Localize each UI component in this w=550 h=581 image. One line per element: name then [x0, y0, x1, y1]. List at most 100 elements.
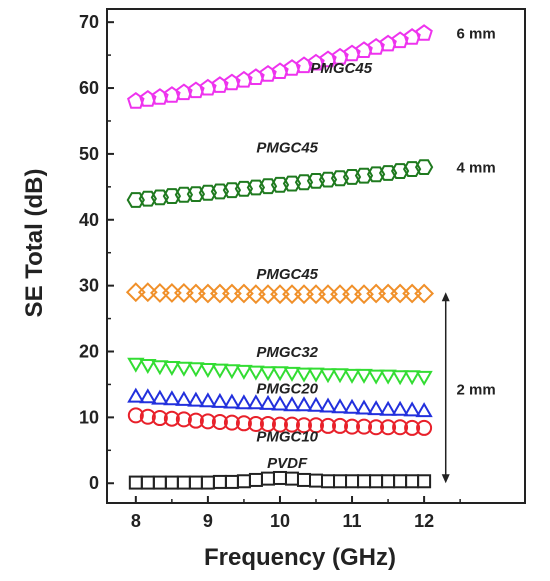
data-point [271, 395, 289, 411]
data-point [149, 282, 170, 303]
data-point [173, 282, 194, 303]
series-label: PMGC20 [256, 381, 318, 398]
data-point [199, 392, 217, 408]
y-tick-label: 30 [79, 276, 99, 296]
data-point [367, 369, 385, 385]
y-tick-label: 60 [79, 78, 99, 98]
data-point [342, 169, 362, 185]
data-point [319, 397, 337, 413]
data-point [140, 475, 155, 490]
data-point [223, 414, 240, 431]
data-point [415, 402, 433, 418]
data-point [137, 282, 158, 303]
data-point [381, 474, 396, 489]
data-point [416, 419, 433, 436]
data-point [247, 365, 265, 381]
data-point [139, 89, 157, 107]
data-point [403, 370, 421, 386]
data-point [187, 81, 205, 99]
data-point [175, 361, 193, 377]
data-point [247, 68, 265, 85]
data-point [391, 31, 409, 49]
data-point [247, 394, 265, 410]
data-point [367, 400, 385, 416]
plot-area: 8 9 10 11 12 0 10 20 30 40 50 60 70 [79, 8, 526, 531]
data-point [333, 474, 348, 489]
data-point [405, 474, 420, 489]
data-point [369, 474, 384, 489]
data-point [185, 283, 206, 304]
data-point [295, 367, 313, 383]
data-point [127, 387, 145, 403]
data-point [151, 88, 169, 105]
data-point [260, 471, 275, 486]
data-point [402, 283, 423, 304]
data-point [125, 282, 146, 303]
data-point [283, 396, 301, 412]
data-point [235, 364, 253, 380]
x-axis-title: Frequency (GHz) [204, 544, 396, 571]
data-point [296, 472, 311, 487]
data-point [404, 419, 421, 436]
data-point [271, 62, 289, 79]
annotations: PVDF PMGC10 PMGC20 PMGC32 PMGC45 PMGC45 PMGC45… [256, 26, 496, 484]
data-point [390, 283, 411, 304]
y-tick-label: 70 [79, 12, 99, 32]
data-point [332, 417, 349, 434]
data-point [224, 474, 239, 489]
data-point [161, 282, 182, 303]
data-point [163, 390, 181, 406]
bracket-arrow-down [441, 474, 450, 484]
data-point [294, 284, 314, 305]
data-point [198, 184, 218, 201]
series-pmgc45-diamond [125, 282, 435, 305]
series-label: PMGC45 [256, 266, 318, 283]
data-point [221, 283, 242, 304]
data-point [343, 398, 361, 414]
data-point [414, 283, 435, 304]
data-point [139, 359, 157, 374]
data-point [127, 357, 145, 373]
data-point [151, 360, 169, 376]
x-tick-label: 10 [270, 511, 290, 531]
data-point [211, 76, 229, 93]
thickness-label: 2 mm [457, 381, 496, 398]
data-point [318, 284, 338, 305]
data-point [175, 411, 192, 428]
series-pmgc45-pentagon [127, 24, 433, 109]
data-point [355, 368, 373, 384]
data-point [379, 369, 397, 385]
y-tick-label: 0 [89, 473, 99, 493]
series-label: PMGC32 [256, 344, 318, 361]
data-point [174, 186, 194, 203]
data-point [343, 44, 361, 62]
data-point [368, 419, 385, 436]
data-point [379, 34, 397, 52]
x-tick-label: 9 [203, 511, 213, 531]
data-point [294, 174, 314, 191]
data-point [199, 78, 217, 96]
data-point [163, 361, 181, 376]
data-point [233, 283, 254, 304]
data-point [211, 413, 228, 430]
data-point [187, 412, 204, 429]
data-point [272, 470, 287, 485]
data-point [235, 70, 253, 88]
data-point [162, 188, 182, 204]
data-point [248, 472, 263, 487]
series-label: PMGC45 [310, 60, 372, 77]
data-point [357, 474, 372, 489]
data-point [150, 189, 170, 206]
data-point [283, 59, 301, 76]
data-point [187, 362, 205, 378]
data-point [343, 368, 361, 384]
data-point [258, 284, 278, 305]
thickness-label: 6 mm [457, 26, 496, 43]
series-pvdf-square [128, 470, 432, 490]
data-point [330, 170, 350, 187]
data-point [366, 283, 387, 304]
y-axis-title: SE Total (dB) [21, 169, 48, 318]
data-point [128, 475, 143, 490]
data-point [164, 475, 179, 490]
